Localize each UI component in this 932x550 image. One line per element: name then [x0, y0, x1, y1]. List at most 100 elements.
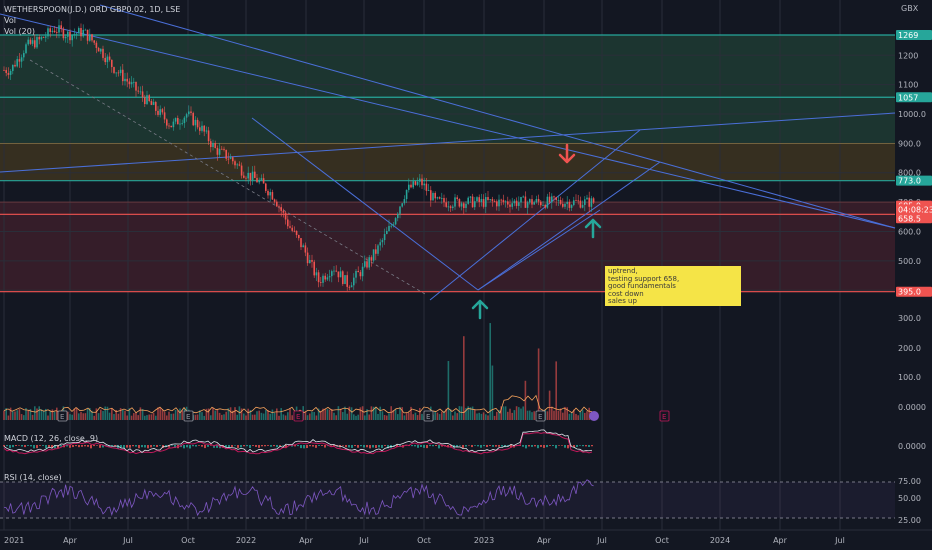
- macd-hist: [69, 445, 71, 448]
- macd-hist: [270, 445, 272, 447]
- candle: [210, 141, 212, 148]
- macd-hist: [441, 445, 443, 447]
- macd-hist: [204, 445, 206, 449]
- volume-bar: [3, 410, 5, 420]
- candle: [38, 37, 40, 40]
- candle: [364, 261, 366, 267]
- volume-bar: [159, 407, 161, 420]
- note-line: good fundamentals: [608, 282, 676, 291]
- candle: [317, 272, 320, 283]
- time-axis[interactable]: 2021 Apr Jul Oct 2022 Apr Jul Oct 2023 Apr Jul Oct 2…: [0, 529, 932, 545]
- candle: [328, 276, 331, 278]
- volume-bar: [102, 411, 104, 420]
- macd-hist: [414, 445, 416, 447]
- candle: [128, 81, 131, 85]
- candle: [379, 242, 381, 246]
- volume-bar: [20, 414, 23, 420]
- volume-bar: [348, 406, 351, 420]
- volume-bar: [553, 410, 555, 420]
- volume-bar: [471, 406, 474, 420]
- volume-bar: [210, 415, 212, 420]
- volume-bar: [588, 407, 590, 420]
- volume-bar: [397, 414, 399, 420]
- macd-hist: [372, 445, 374, 448]
- candle: [172, 121, 175, 128]
- volume-bar: [218, 412, 221, 420]
- annotation-arrows[interactable]: [471, 143, 602, 320]
- volume-bar: [458, 406, 461, 420]
- volume-bar: [533, 411, 535, 420]
- candle: [584, 199, 586, 205]
- volume-bar: [575, 413, 577, 420]
- candle: [258, 179, 260, 183]
- volume-bar: [368, 414, 370, 420]
- volume-bar: [251, 414, 254, 420]
- volume-bar: [449, 409, 452, 420]
- candle: [269, 192, 271, 196]
- candle: [18, 59, 21, 62]
- macd-hist: [117, 445, 119, 449]
- candle: [524, 196, 527, 208]
- candle: [377, 245, 379, 254]
- annotation-note[interactable]: uptrend, testing support 658, good funda…: [605, 266, 741, 306]
- volume-bar: [133, 413, 135, 420]
- candle: [359, 272, 362, 277]
- macd-hist: [132, 445, 134, 447]
- candle: [163, 112, 166, 120]
- candle: [513, 200, 516, 204]
- volume-bar: [463, 336, 465, 420]
- macd-hist: [255, 445, 257, 447]
- candle: [588, 197, 590, 207]
- candle: [236, 164, 238, 166]
- candle: [188, 111, 190, 115]
- volume-bar: [359, 407, 362, 420]
- volume-bar: [78, 413, 80, 420]
- trend-lines[interactable]: [0, 4, 896, 301]
- volume-bar: [157, 407, 159, 420]
- candle: [529, 199, 531, 203]
- volume-bar: [245, 415, 247, 420]
- trend-line: [0, 112, 896, 173]
- candle: [291, 227, 293, 231]
- candle: [368, 257, 370, 268]
- volume-bar: [469, 407, 472, 420]
- price-badge-label: 1269: [898, 31, 918, 40]
- macd-hist: [546, 445, 548, 448]
- macd-hist: [591, 445, 593, 447]
- candle: [315, 272, 318, 276]
- volume-bar: [67, 411, 69, 420]
- candle: [53, 30, 56, 33]
- candle: [190, 111, 192, 113]
- volume-bar: [456, 413, 458, 420]
- volume-bar: [381, 411, 384, 420]
- volume-tick: 200.0: [898, 344, 921, 353]
- volume-bar: [172, 413, 175, 420]
- candle: [375, 249, 377, 254]
- volume-bar: [130, 415, 133, 420]
- candle: [23, 53, 25, 58]
- candle: [493, 201, 496, 202]
- volume-bar: [139, 407, 142, 420]
- time-tick: Jul: [834, 536, 845, 545]
- candle: [309, 259, 311, 264]
- macd-hist: [360, 445, 362, 447]
- event-badge: [659, 410, 670, 422]
- candle: [526, 202, 529, 208]
- volume-bar: [243, 413, 245, 420]
- candle: [337, 271, 340, 278]
- volume-bar: [564, 406, 566, 420]
- macd-hist: [447, 445, 449, 447]
- candle: [441, 198, 443, 199]
- candle: [535, 198, 538, 203]
- volume-bar: [53, 411, 56, 420]
- candle: [69, 31, 71, 41]
- candle: [249, 172, 252, 181]
- macd-hist: [90, 445, 92, 449]
- candle: [350, 285, 353, 288]
- volume-bar: [258, 410, 260, 420]
- volume-bar: [548, 390, 551, 420]
- price-axis[interactable]: 120011001000.0900.0800.0700.0600.0500.04…: [896, 0, 932, 530]
- candle: [553, 196, 555, 198]
